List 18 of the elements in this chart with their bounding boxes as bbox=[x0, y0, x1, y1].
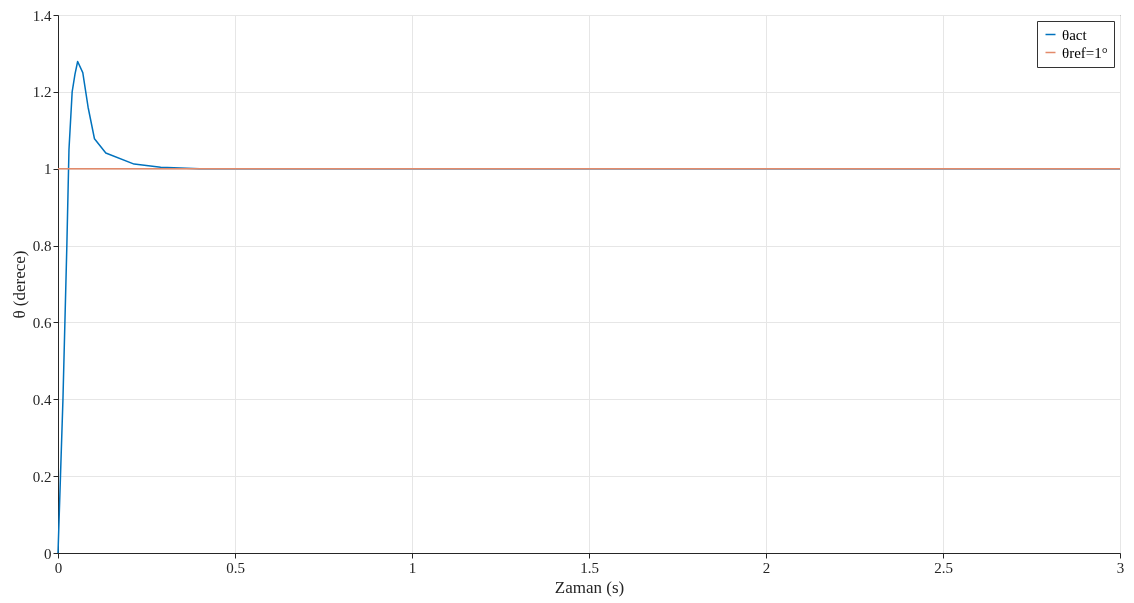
y-tick-label: 0.4 bbox=[32, 391, 52, 408]
y-axis-title: θ (derece) bbox=[9, 250, 29, 319]
y-tick-label: 0 bbox=[44, 545, 52, 562]
legend-label: θref=1° bbox=[1062, 44, 1108, 61]
legend-label: θact bbox=[1062, 26, 1088, 43]
y-tick-label: 0.2 bbox=[32, 468, 52, 485]
y-tick-label: 1.4 bbox=[32, 7, 52, 24]
y-tick-label: 0.6 bbox=[32, 314, 52, 331]
x-axis-title: Zaman (s) bbox=[554, 577, 625, 597]
x-tick-label: 2 bbox=[762, 559, 771, 576]
x-tick-label: 3 bbox=[1116, 559, 1125, 576]
y-tick-label: 1.2 bbox=[32, 84, 52, 101]
x-tick-label: 0.5 bbox=[226, 559, 245, 576]
x-tick-label: 1 bbox=[408, 559, 417, 576]
x-tick-label: 2.5 bbox=[934, 559, 953, 576]
y-tick-label: 0.8 bbox=[32, 238, 52, 255]
y-tick-label: 1 bbox=[44, 161, 52, 178]
x-tick-label: 1.5 bbox=[580, 559, 599, 576]
